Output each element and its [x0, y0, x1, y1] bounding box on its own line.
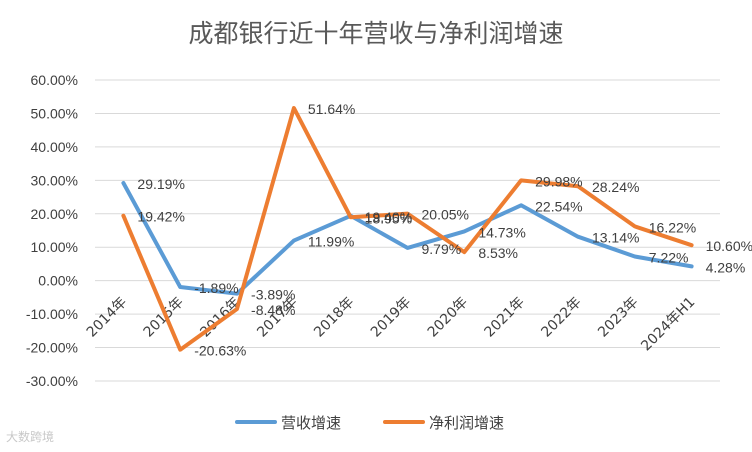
- profit-data-label: 18.95%: [365, 210, 412, 226]
- y-tick-label: 50.00%: [31, 105, 78, 121]
- y-axis: 60.00% 50.00% 40.00% 30.00% 20.00% 10.00% 0.00…: [26, 72, 78, 389]
- profit-data-label: 51.64%: [308, 101, 355, 117]
- profit-data-label: -8.48%: [251, 302, 295, 318]
- x-tick-label: 2014年: [84, 294, 130, 340]
- data-labels: 29.19% -1.89% -3.89% 11.99% 19.40% 9.79% 14.73…: [137, 101, 752, 359]
- profit-data-label: 29.98%: [535, 173, 582, 189]
- y-tick-label: 10.00%: [31, 239, 78, 255]
- revenue-data-label: 11.99%: [308, 234, 354, 250]
- profit-data-label: 19.42%: [137, 209, 184, 225]
- profit-data-label: 8.53%: [478, 245, 518, 261]
- revenue-data-label: 13.14%: [592, 230, 639, 246]
- profit-data-label: 10.60%: [706, 238, 752, 254]
- revenue-data-label: 4.28%: [706, 259, 746, 275]
- y-tick-label: 30.00%: [31, 172, 78, 188]
- revenue-data-label: 19.40%: [365, 209, 412, 225]
- revenue-data-label: 7.22%: [649, 250, 689, 266]
- x-tick-label: 2019年: [368, 294, 414, 340]
- profit-data-label: 16.22%: [649, 219, 696, 235]
- revenue-data-label: -1.89%: [194, 280, 238, 296]
- revenue-data-label: 29.19%: [137, 176, 184, 192]
- profit-data-label: 28.24%: [592, 179, 639, 195]
- x-tick-label: 2022年: [538, 294, 584, 340]
- x-axis: 2014年 2015年 2016年 2017年 2018年 2019年 2020年 2021年…: [84, 294, 699, 354]
- y-tick-label: 20.00%: [31, 206, 78, 222]
- series-lines: [121, 106, 694, 352]
- y-tick-label: -10.00%: [26, 306, 78, 322]
- y-tick-label: 40.00%: [31, 139, 78, 155]
- x-tick-label: 2020年: [425, 294, 471, 340]
- x-tick-label: 2021年: [482, 294, 528, 340]
- x-tick-label: 2023年: [595, 294, 641, 340]
- revenue-data-label: 9.79%: [422, 241, 462, 257]
- series-line-1: [121, 106, 694, 352]
- revenue-data-label: -3.89%: [251, 287, 295, 303]
- revenue-data-label: 14.73%: [478, 224, 525, 240]
- series-line-0: [121, 181, 694, 296]
- legend-label-1: 净利润增速: [429, 414, 504, 432]
- y-tick-label: -30.00%: [26, 373, 78, 389]
- y-tick-label: 0.00%: [38, 273, 78, 289]
- y-tick-label: -20.00%: [26, 340, 78, 356]
- revenue-data-label: 22.54%: [535, 198, 582, 214]
- legend-label-0: 营收增速: [281, 414, 341, 432]
- chart-title: 成都银行近十年营收与净利润增速: [188, 19, 564, 48]
- watermark: 大数跨境: [6, 430, 55, 444]
- x-tick-label: 2018年: [311, 294, 357, 340]
- profit-data-label: 20.05%: [422, 207, 469, 223]
- profit-data-label: -20.63%: [194, 343, 246, 359]
- x-tick-label: 2015年: [141, 294, 187, 340]
- x-tick-label: 2024年H1: [638, 294, 698, 354]
- legend: 营收增速 净利润增速: [235, 414, 504, 432]
- y-tick-label: 60.00%: [31, 72, 78, 88]
